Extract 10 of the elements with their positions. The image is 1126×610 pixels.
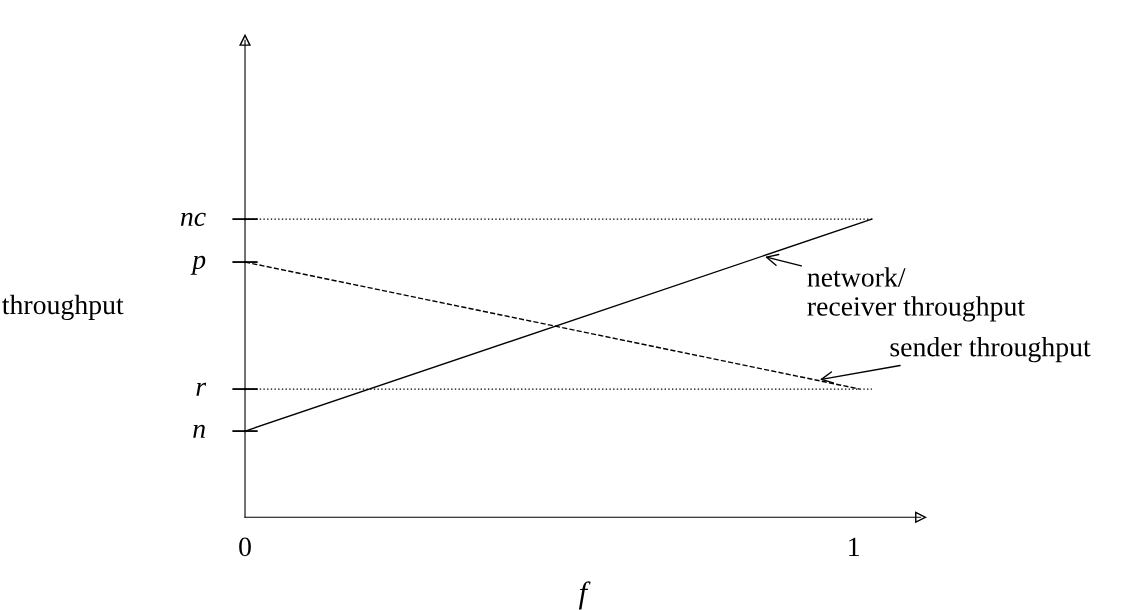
y-axis-title: throughput xyxy=(2,294,124,321)
x-tick-label: 0 xyxy=(239,537,251,557)
annotation: p xyxy=(190,255,206,275)
x-axis-title: f xyxy=(578,581,591,610)
annotation: n xyxy=(193,424,205,438)
annotation: nc xyxy=(180,212,206,227)
annotation: r xyxy=(196,382,207,396)
annotation: sender throughput xyxy=(890,336,1091,363)
annotation: network/ receiver throughput xyxy=(807,267,1025,322)
x-tick-label: 1 xyxy=(849,537,859,556)
